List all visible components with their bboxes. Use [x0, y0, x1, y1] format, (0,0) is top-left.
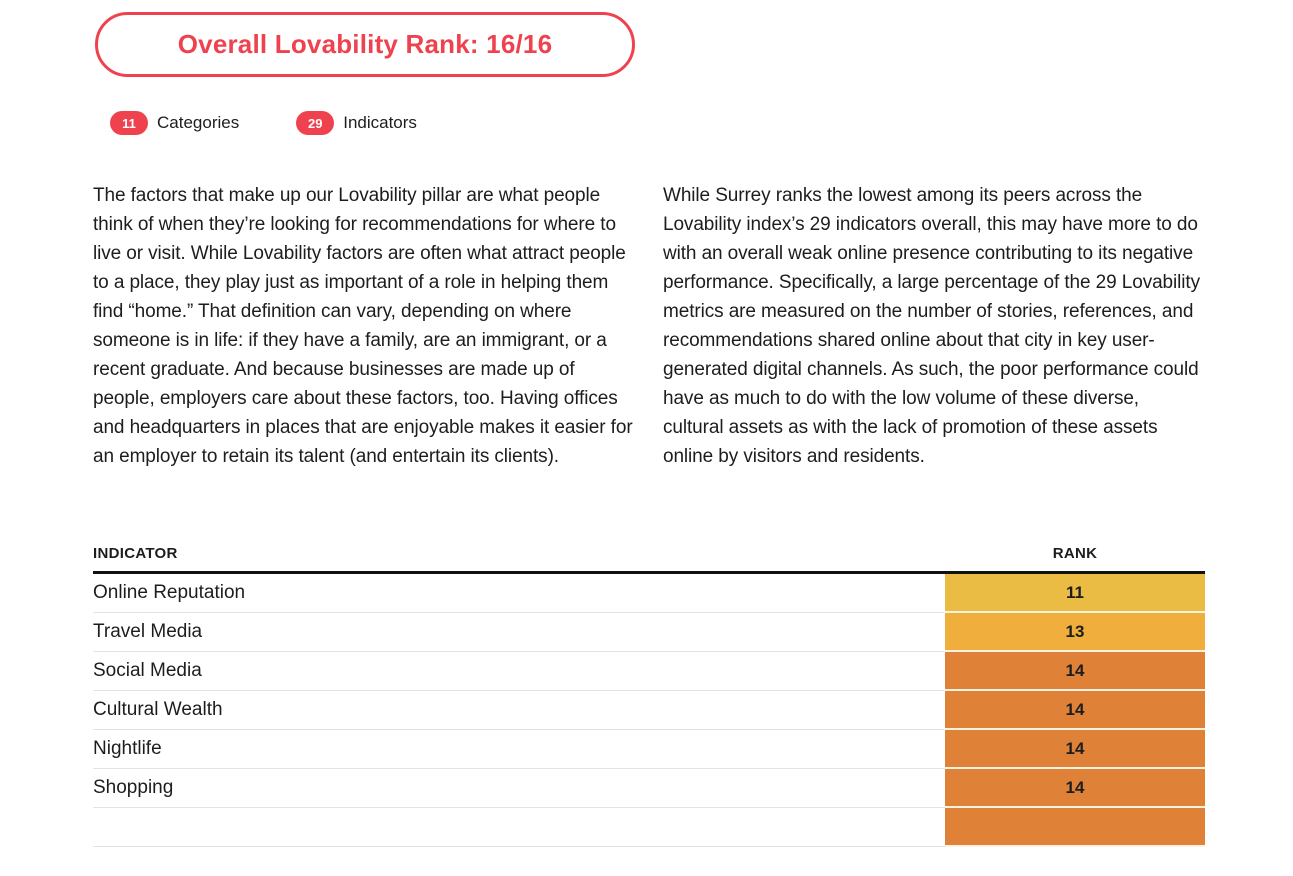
indicator-column-header: INDICATOR: [93, 545, 178, 562]
indicator-cell: Travel Media: [93, 613, 945, 652]
categories-count-badge: 11: [110, 111, 148, 135]
table-row: [93, 808, 1205, 847]
rank-cell: 14: [945, 769, 1205, 808]
rank-cell: 11: [945, 574, 1205, 613]
rank-cell: 14: [945, 691, 1205, 730]
table-row: Nightlife 14: [93, 730, 1205, 769]
table-header-row: INDICATOR RANK: [93, 545, 1205, 574]
indicators-badge-group: 29 Indicators: [296, 111, 417, 135]
rank-cell: 14: [945, 652, 1205, 691]
intro-left-paragraph: The factors that make up our Lovability …: [93, 185, 633, 467]
intro-right-paragraph: While Surrey ranks the lowest among its …: [663, 185, 1200, 467]
categories-badge-label: Categories: [157, 113, 240, 132]
summary-badges: 11 Categories 29 Indicators: [110, 111, 1200, 135]
table-row: Cultural Wealth 14: [93, 691, 1205, 730]
table-row: Online Reputation 11: [93, 574, 1205, 613]
indicator-cell: Nightlife: [93, 730, 945, 769]
rank-cell: 14: [945, 730, 1205, 769]
indicators-count-badge: 29: [296, 111, 335, 135]
indicator-cell: Shopping: [93, 769, 945, 808]
table-row: Shopping 14: [93, 769, 1205, 808]
rank-cell: 13: [945, 613, 1205, 652]
rank-cell: [945, 808, 1205, 847]
rank-column-header: RANK: [1052, 545, 1098, 562]
indicators-badge-label: Indicators: [343, 113, 417, 132]
intro-text-columns: The factors that make up our Lovability …: [93, 181, 1200, 471]
indicator-cell: Online Reputation: [93, 574, 945, 613]
indicator-cell: [93, 808, 945, 847]
indicator-cell: Cultural Wealth: [93, 691, 945, 730]
overall-rank-pill: Overall Lovability Rank: 16/16: [95, 12, 635, 77]
categories-badge-group: 11 Categories: [110, 111, 239, 135]
overall-rank-title: Overall Lovability Rank: 16/16: [177, 29, 553, 59]
table-body: Online Reputation 11 Travel Media 13 Social …: [93, 574, 1205, 847]
indicator-cell: Social Media: [93, 652, 945, 691]
table-row: Social Media 14: [93, 652, 1205, 691]
table-row: Travel Media 13: [93, 613, 1205, 652]
indicator-rank-table: INDICATOR RANK Online Reputation 11 Travel…: [93, 545, 1205, 847]
